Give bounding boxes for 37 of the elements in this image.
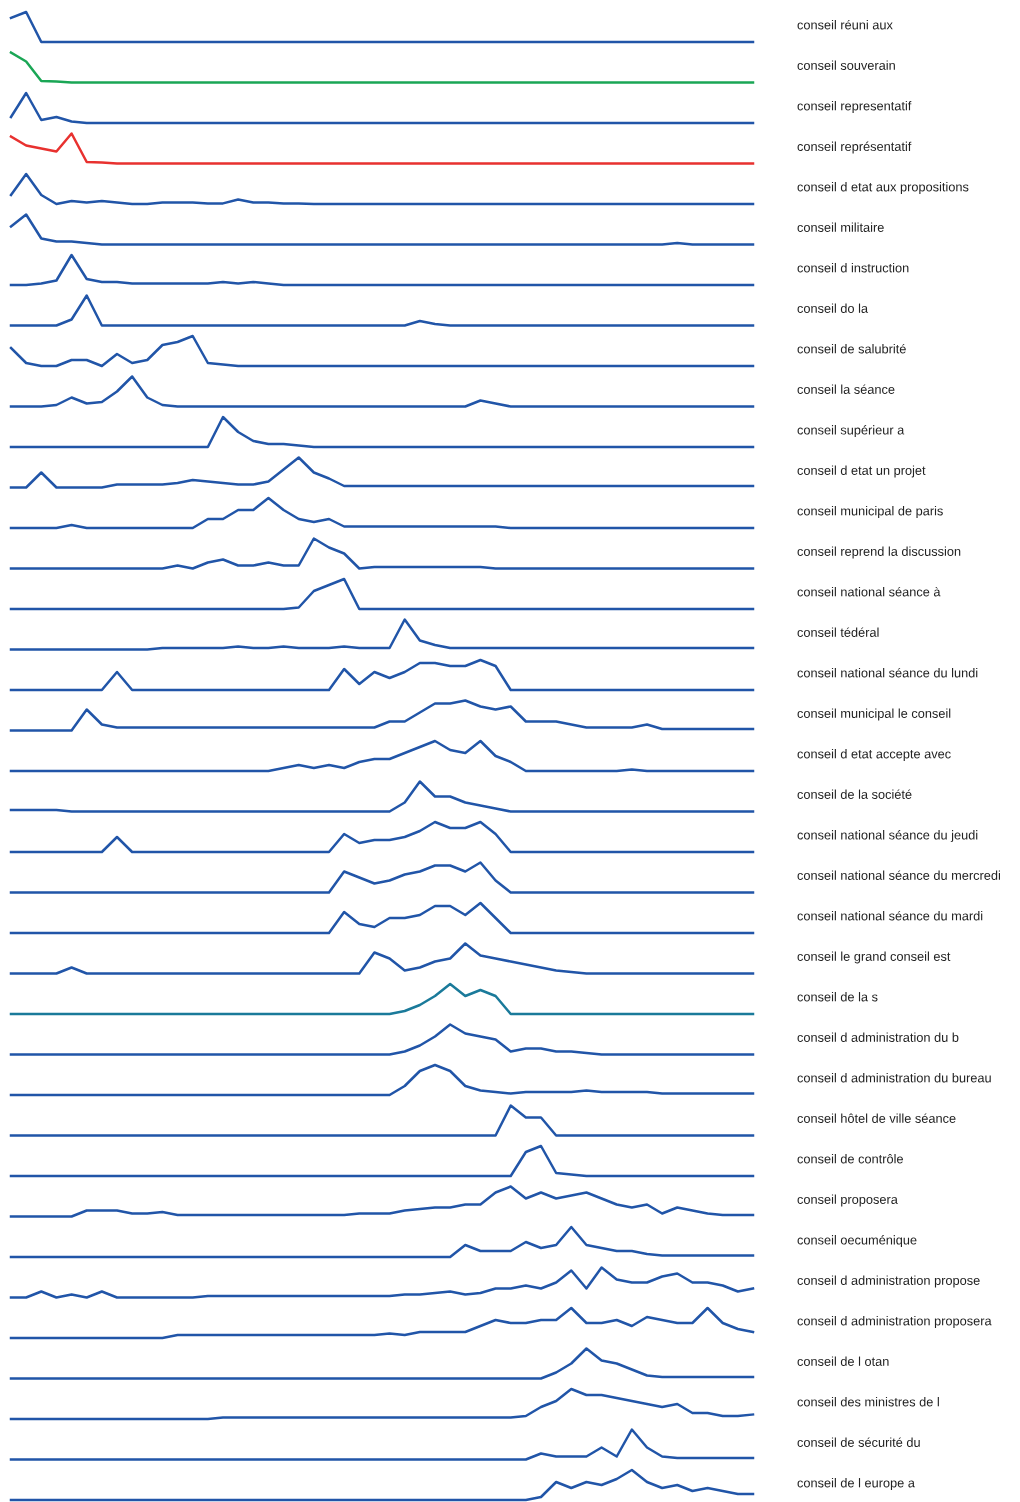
text: conseil le grand conseil est — [797, 951, 951, 964]
text: conseil tédéral — [797, 627, 879, 637]
text: conseil d administration propose — [797, 1275, 980, 1288]
text: conseil hôtel de ville séance — [797, 1113, 956, 1123]
text: conseil national séance du lundi — [797, 667, 978, 678]
text: conseil d administration proposera — [797, 1316, 992, 1328]
text: conseil militaire — [797, 222, 884, 232]
text: conseil réuni aux — [797, 19, 893, 30]
text: conseil supérieur a — [797, 424, 905, 438]
text: conseil souverain — [797, 60, 895, 70]
text: conseil de contrôle — [797, 1154, 903, 1164]
text: conseil d instruction — [797, 263, 909, 273]
text: conseil d etat accepte avec — [797, 749, 951, 761]
text: conseil des ministres de l — [797, 1397, 939, 1407]
text: conseil d etat aux propositions — [797, 182, 969, 194]
text: conseil de l otan — [797, 1356, 889, 1366]
text: conseil national séance à — [797, 586, 941, 597]
text: conseil reprend la discussion — [797, 546, 961, 559]
text: conseil do la — [797, 303, 869, 313]
text: conseil municipal le conseil — [797, 708, 951, 721]
text: conseil de sécurité du — [797, 1437, 920, 1447]
text: conseil national séance du jeudi — [797, 829, 978, 843]
text: conseil de salubrité — [797, 343, 906, 354]
text: conseil d administration du bureau — [797, 1073, 991, 1083]
text: conseil la séance — [797, 384, 895, 394]
text: conseil oecuménique — [797, 1234, 917, 1248]
text: conseil national séance du mercredi — [797, 870, 1000, 880]
text: conseil de la s — [797, 992, 878, 1002]
text: conseil proposera — [797, 1194, 898, 1207]
text: conseil national séance du mardi — [797, 910, 983, 921]
text: conseil d administration du b — [797, 1032, 959, 1042]
text: conseil de la société — [797, 789, 912, 799]
text: conseil de l europe a — [797, 1478, 915, 1490]
text: conseil représentatif — [797, 141, 912, 154]
text: conseil municipal de paris — [797, 506, 943, 518]
text: conseil d etat un projet — [797, 465, 926, 478]
text: conseil representatif — [797, 101, 912, 113]
